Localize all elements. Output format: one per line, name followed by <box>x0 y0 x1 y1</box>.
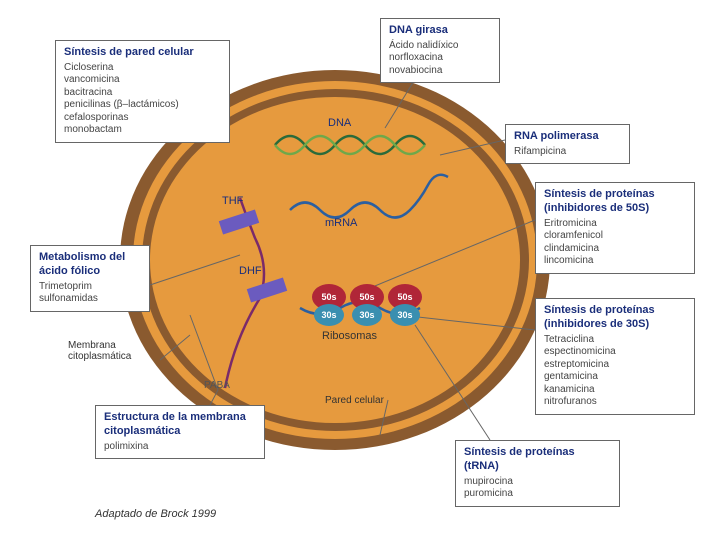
box-item: nitrofuranos <box>544 396 686 409</box>
ribosome-30s: 30s <box>390 304 420 326</box>
box-folico-items: Trimetoprimsulfonamidas <box>39 281 141 306</box>
box-pared-title: Síntesis de pared celular <box>64 46 221 60</box>
box-girasa-title: DNA girasa <box>389 24 491 38</box>
box-prot30-items: Tetraciclinaespectinomicinaestreptomicin… <box>544 334 686 409</box>
box-item: Tetraciclina <box>544 334 686 347</box>
box-item: cloramfenicol <box>544 230 686 243</box>
box-membrana: Estructura de la membrana citoplasmática… <box>95 405 265 459</box>
box-item: cefalosporinas <box>64 112 221 125</box>
box-item: espectinomicina <box>544 346 686 359</box>
label-mrna: mRNA <box>325 217 357 229</box>
cell-cytoplasm <box>150 97 520 424</box>
box-item: norfloxacina <box>389 52 491 65</box>
box-item: estreptomicina <box>544 359 686 372</box>
box-prot50: Síntesis de proteínas (inhibidores de 50… <box>535 182 695 274</box>
box-item: Cicloserina <box>64 62 221 75</box>
box-folico-title: Metabolismo del ácido fólico <box>39 251 141 279</box>
label-pared-celular: Pared celular <box>325 395 384 406</box>
box-girasa: DNA girasa Ácido nalidíxiconorfloxacinan… <box>380 18 500 83</box>
credit-text: Adaptado de Brock 1999 <box>95 508 216 520</box>
box-item: clindamicina <box>544 243 686 256</box>
box-prot50-title: Síntesis de proteínas (inhibidores de 50… <box>544 188 686 216</box>
label-membrana-cito: Membrana citoplasmática <box>68 340 163 362</box>
box-trna-title: Síntesis de proteínas (tRNA) <box>464 446 611 474</box>
box-item: novabiocina <box>389 65 491 78</box>
box-item: Trimetoprim <box>39 281 141 294</box>
box-item: bacitracina <box>64 87 221 100</box>
box-trna: Síntesis de proteínas (tRNA) mupirocinap… <box>455 440 620 507</box>
box-item: lincomicina <box>544 255 686 268</box>
box-membrana-items: polimixina <box>104 441 256 454</box>
box-item: penicilinas (β–lactámicos) <box>64 99 221 112</box>
label-thf: THF <box>222 195 243 207</box>
label-dhf: DHF <box>239 265 262 277</box>
box-rnapol-items: Rifampicina <box>514 146 621 159</box>
box-item: Rifampicina <box>514 146 621 159</box>
box-item: monobactam <box>64 124 221 137</box>
ribosome-30s: 30s <box>314 304 344 326</box>
box-item: polimixina <box>104 441 256 454</box>
box-pared: Síntesis de pared celular Cicloserinavan… <box>55 40 230 143</box>
box-item: kanamicina <box>544 384 686 397</box>
box-item: mupirocina <box>464 476 611 489</box>
box-item: sulfonamidas <box>39 293 141 306</box>
box-rnapol: RNA polimerasa Rifampicina <box>505 124 630 164</box>
box-rnapol-title: RNA polimerasa <box>514 130 621 144</box>
box-item: vancomicina <box>64 74 221 87</box>
label-ribosomas: Ribosomas <box>322 330 377 342</box>
label-dna: DNA <box>328 117 351 129</box>
box-item: gentamicina <box>544 371 686 384</box>
box-folico: Metabolismo del ácido fólico Trimetoprim… <box>30 245 150 312</box>
box-girasa-items: Ácido nalidíxiconorfloxacinanovabiocina <box>389 40 491 78</box>
box-item: Eritromicina <box>544 218 686 231</box>
box-prot50-items: Eritromicinacloramfenicolclindamicinalin… <box>544 218 686 268</box>
ribosome-30s: 30s <box>352 304 382 326</box>
box-membrana-title: Estructura de la membrana citoplasmática <box>104 411 256 439</box>
label-paba: PABA <box>204 380 230 391</box>
box-pared-items: Cicloserinavancomicinabacitracinapenicil… <box>64 62 221 137</box>
box-trna-items: mupirocinapuromicina <box>464 476 611 501</box>
box-prot30: Síntesis de proteínas (inhibidores de 30… <box>535 298 695 415</box>
box-item: puromicina <box>464 488 611 501</box>
box-item: Ácido nalidíxico <box>389 40 491 53</box>
box-prot30-title: Síntesis de proteínas (inhibidores de 30… <box>544 304 686 332</box>
